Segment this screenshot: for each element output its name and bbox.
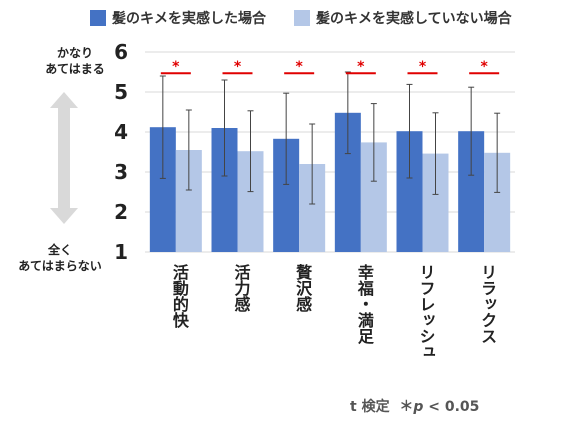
footnote: t 検定 ＊p < 0.05 <box>350 396 479 416</box>
significance-markers: * * * * * * <box>160 59 500 75</box>
significance-star: * <box>234 59 242 75</box>
legend-item-series2: 髪のキメを実感していない場合 <box>294 8 512 28</box>
footnote-p: p <box>413 399 424 415</box>
category-label: 幸福・満足 <box>354 264 374 344</box>
scale-bottom-label: 全く あてはまらない <box>18 243 102 273</box>
y-axis-ticks: 1 2 3 4 5 6 <box>114 40 128 264</box>
legend-label-series2: 髪のキメを実感していない場合 <box>316 11 512 27</box>
significance-star: * <box>481 59 489 75</box>
scale-arrow <box>50 92 78 224</box>
gridlines <box>145 51 515 253</box>
significance-star: * <box>419 59 427 75</box>
category-label: 活力感 <box>231 264 251 312</box>
footnote-threshold: < 0.05 <box>428 399 480 415</box>
y-tick-label: 6 <box>114 40 128 64</box>
legend-item-series1: 髪のキメを実感した場合 <box>90 8 266 28</box>
significance-star: * <box>296 59 304 75</box>
error-bars <box>159 71 501 205</box>
significance-star: * <box>357 59 365 75</box>
legend-swatch-series1 <box>90 10 106 26</box>
y-tick-label: 3 <box>114 160 128 184</box>
scale-top-label: かなり あてはまる <box>45 46 105 76</box>
category-label: 活動的快 <box>169 264 189 328</box>
scale-arrow-shape <box>50 92 78 224</box>
footnote-star: ＊ <box>399 399 414 415</box>
bars <box>149 112 511 252</box>
significance-star: * <box>172 59 180 75</box>
category-label: 贅沢感 <box>293 264 313 312</box>
legend-label-series1: 髪のキメを実感した場合 <box>112 11 266 27</box>
category-label: リラックス <box>478 264 498 344</box>
y-tick-label: 4 <box>114 120 128 144</box>
y-tick-label: 5 <box>114 80 128 104</box>
y-tick-label: 2 <box>114 200 128 224</box>
footnote-test: t 検定 <box>350 399 390 415</box>
y-tick-label: 1 <box>114 240 128 264</box>
legend: 髪のキメを実感した場合 髪のキメを実感していない場合 <box>90 8 512 28</box>
legend-swatch-series2 <box>294 10 310 26</box>
category-label: リフレッシュ <box>416 264 436 360</box>
